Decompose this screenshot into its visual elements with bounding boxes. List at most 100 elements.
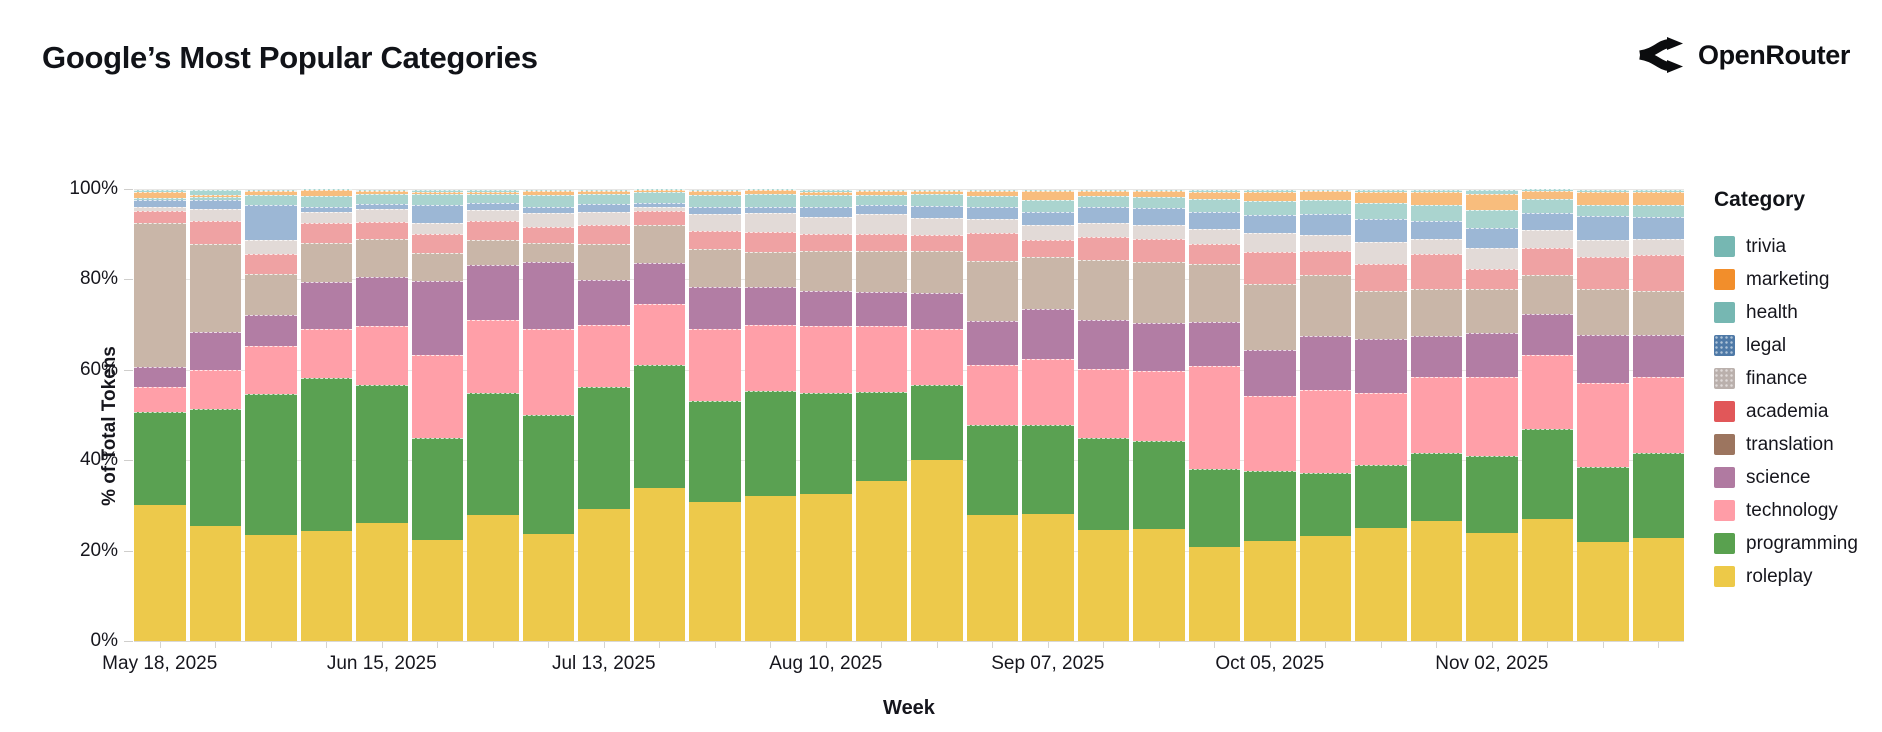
bar-segment-trivia[interactable]	[966, 189, 1018, 191]
bar-segment-programming[interactable]	[1299, 473, 1351, 536]
bar-segment-trivia[interactable]	[1133, 189, 1185, 191]
bar-segment-science[interactable]	[1466, 332, 1518, 378]
bar-segment-health[interactable]	[1466, 209, 1518, 228]
bar-segment-programming[interactable]	[1133, 440, 1185, 529]
bar-segment-health[interactable]	[1410, 205, 1462, 222]
bar-segment-trivia[interactable]	[1632, 189, 1684, 192]
bar-segment-finance[interactable]	[1188, 229, 1240, 245]
bar-segment-trivia[interactable]	[800, 189, 852, 192]
bar-segment-programming[interactable]	[245, 394, 297, 536]
bar-segment-translation[interactable]	[578, 244, 630, 281]
bar-segment-technology[interactable]	[1521, 355, 1573, 430]
bar-segment-science[interactable]	[1299, 336, 1351, 391]
bar-segment-health[interactable]	[522, 194, 574, 207]
bar-segment-legal[interactable]	[689, 207, 741, 214]
bar-segment-legal[interactable]	[467, 203, 519, 211]
bar-segment-technology[interactable]	[356, 325, 408, 386]
bar-segment-science[interactable]	[689, 287, 741, 329]
bar-segment-technology[interactable]	[1355, 392, 1407, 466]
bar-segment-programming[interactable]	[1410, 452, 1462, 521]
bar-segment-technology[interactable]	[911, 328, 963, 386]
bar-segment-legal[interactable]	[1244, 214, 1296, 234]
bar-segment-finance[interactable]	[522, 213, 574, 228]
bar-segment-legal[interactable]	[966, 207, 1018, 220]
bar-segment-legal[interactable]	[1577, 215, 1629, 240]
bar-segment-roleplay[interactable]	[966, 514, 1018, 642]
bar-segment-roleplay[interactable]	[855, 481, 907, 642]
bar-segment-trivia[interactable]	[300, 189, 352, 191]
bar-segment-academia[interactable]	[1521, 247, 1573, 276]
bar-segment-programming[interactable]	[633, 365, 685, 489]
bar-segment-technology[interactable]	[855, 326, 907, 392]
bar-segment-trivia[interactable]	[1188, 189, 1240, 192]
bar-segment-health[interactable]	[689, 194, 741, 208]
bar-segment-academia[interactable]	[1410, 253, 1462, 290]
bar-segment-finance[interactable]	[245, 240, 297, 254]
bar-segment-translation[interactable]	[966, 260, 1018, 322]
bar-segment-health[interactable]	[1077, 196, 1129, 207]
bar-segment-academia[interactable]	[633, 210, 685, 225]
bar-segment-health[interactable]	[356, 194, 408, 204]
bar-segment-academia[interactable]	[467, 220, 519, 241]
bar-segment-roleplay[interactable]	[911, 459, 963, 642]
bar-segment-translation[interactable]	[689, 248, 741, 288]
bar-segment-roleplay[interactable]	[1521, 519, 1573, 642]
bar-segment-academia[interactable]	[1133, 238, 1185, 262]
bar-segment-technology[interactable]	[522, 328, 574, 416]
bar-segment-programming[interactable]	[744, 391, 796, 496]
bar-segment-legal[interactable]	[189, 199, 241, 209]
bar-segment-translation[interactable]	[467, 240, 519, 265]
bar-segment-translation[interactable]	[1022, 257, 1074, 310]
bar-segment-science[interactable]	[633, 263, 685, 304]
bar-segment-finance[interactable]	[578, 212, 630, 226]
bar-segment-trivia[interactable]	[356, 189, 408, 192]
bar-segment-technology[interactable]	[966, 364, 1018, 426]
bar-segment-marketing[interactable]	[1077, 191, 1129, 197]
bar-segment-marketing[interactable]	[633, 190, 685, 192]
bar-segment-academia[interactable]	[1022, 240, 1074, 258]
bar-segment-marketing[interactable]	[1466, 194, 1518, 210]
bar-segment-programming[interactable]	[1521, 429, 1573, 520]
bar-segment-marketing[interactable]	[800, 191, 852, 195]
bar-segment-legal[interactable]	[1022, 212, 1074, 225]
bar-segment-finance[interactable]	[300, 212, 352, 224]
bar-segment-science[interactable]	[467, 264, 519, 320]
bar-segment-legal[interactable]	[578, 204, 630, 213]
bar-segment-programming[interactable]	[134, 412, 186, 505]
bar-segment-finance[interactable]	[1244, 233, 1296, 253]
bar-segment-science[interactable]	[911, 292, 963, 329]
bar-segment-roleplay[interactable]	[744, 495, 796, 642]
bar-segment-trivia[interactable]	[855, 189, 907, 191]
bar-segment-marketing[interactable]	[1022, 190, 1074, 200]
bar-segment-health[interactable]	[300, 196, 352, 208]
bar-segment-academia[interactable]	[1466, 268, 1518, 289]
bar-segment-health[interactable]	[1244, 200, 1296, 215]
bar-segment-finance[interactable]	[1133, 224, 1185, 239]
bar-segment-marketing[interactable]	[522, 191, 574, 195]
bar-segment-marketing[interactable]	[245, 191, 297, 195]
bar-segment-finance[interactable]	[689, 213, 741, 231]
bar-segment-science[interactable]	[300, 281, 352, 329]
bar-segment-health[interactable]	[245, 194, 297, 206]
bar-segment-finance[interactable]	[966, 219, 1018, 233]
bar-segment-health[interactable]	[800, 194, 852, 208]
bar-segment-roleplay[interactable]	[1466, 533, 1518, 642]
bar-segment-finance[interactable]	[1521, 230, 1573, 248]
bar-segment-science[interactable]	[134, 367, 186, 388]
bar-segment-finance[interactable]	[1410, 238, 1462, 254]
bar-segment-legal[interactable]	[134, 199, 186, 207]
bar-segment-technology[interactable]	[1188, 365, 1240, 469]
bar-segment-health[interactable]	[1632, 205, 1684, 218]
bar-segment-marketing[interactable]	[356, 191, 408, 195]
bar-segment-legal[interactable]	[300, 207, 352, 213]
bar-segment-health[interactable]	[578, 193, 630, 205]
bar-segment-finance[interactable]	[633, 207, 685, 211]
bar-segment-science[interactable]	[1577, 335, 1629, 383]
bar-segment-technology[interactable]	[1466, 377, 1518, 457]
bar-segment-academia[interactable]	[1632, 254, 1684, 291]
bar-segment-translation[interactable]	[356, 238, 408, 278]
bar-segment-health[interactable]	[855, 194, 907, 206]
bar-segment-translation[interactable]	[855, 250, 907, 292]
bar-segment-legal[interactable]	[1466, 227, 1518, 249]
bar-segment-academia[interactable]	[744, 232, 796, 253]
